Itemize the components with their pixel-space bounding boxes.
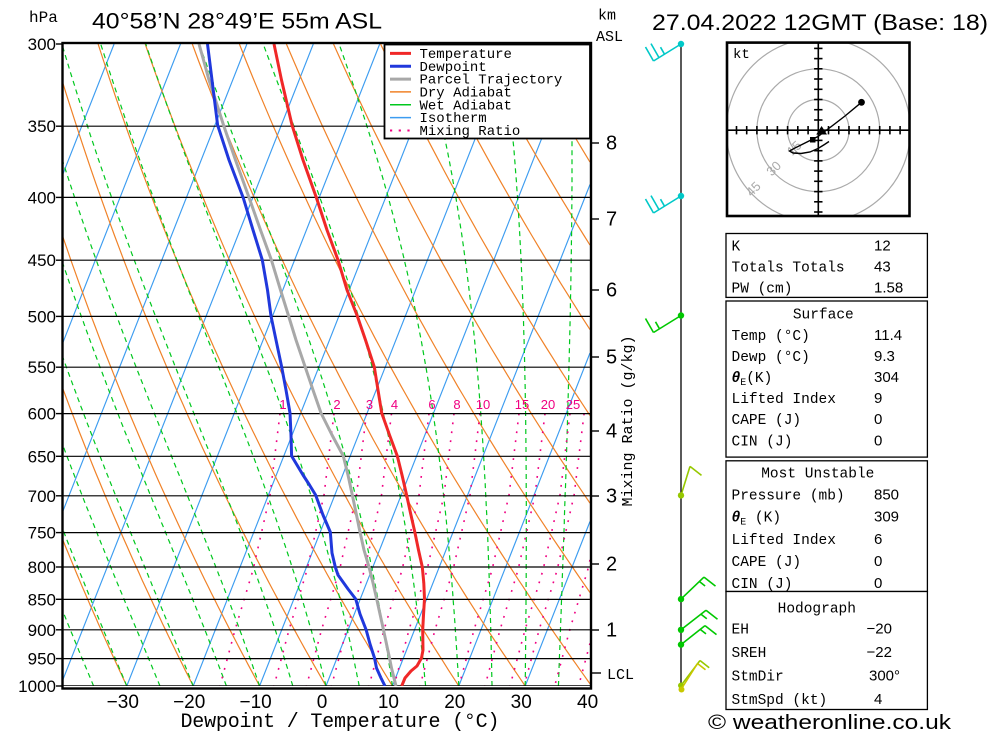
- svg-text:StmDir: StmDir: [732, 670, 784, 686]
- svg-text:300°: 300°: [869, 668, 900, 685]
- svg-text:43: 43: [874, 259, 891, 276]
- svg-text:Dry Adiabat: Dry Adiabat: [420, 86, 512, 102]
- svg-text:4: 4: [874, 691, 882, 708]
- svg-text:CIN (J): CIN (J): [732, 577, 793, 593]
- svg-text:15: 15: [515, 397, 529, 412]
- svg-text:20: 20: [541, 397, 555, 412]
- svg-text:Dewpoint / Temperature (°C): Dewpoint / Temperature (°C): [181, 711, 500, 733]
- svg-text:−20: −20: [867, 621, 892, 638]
- svg-text:3: 3: [366, 397, 373, 412]
- svg-text:304: 304: [874, 369, 899, 386]
- svg-text:20: 20: [444, 692, 465, 713]
- svg-text:EH: EH: [732, 623, 749, 639]
- svg-text:300: 300: [28, 35, 56, 54]
- svg-text:500: 500: [28, 307, 56, 326]
- svg-text:600: 600: [28, 405, 56, 424]
- svg-text:Most Unstable: Most Unstable: [761, 466, 874, 482]
- svg-text:Temp (°C): Temp (°C): [732, 329, 810, 345]
- svg-text:−20: −20: [173, 692, 205, 713]
- svg-text:0: 0: [874, 553, 882, 570]
- svg-text:6: 6: [606, 280, 617, 302]
- svg-text:550: 550: [28, 358, 56, 377]
- svg-text:10: 10: [476, 397, 490, 412]
- svg-text:850: 850: [874, 486, 899, 503]
- svg-text:6: 6: [874, 531, 882, 548]
- svg-text:309: 309: [874, 509, 899, 526]
- svg-text:PW (cm): PW (cm): [732, 282, 793, 298]
- svg-text:800: 800: [28, 558, 56, 577]
- svg-text:6: 6: [428, 397, 435, 412]
- svg-text:CAPE (J): CAPE (J): [732, 555, 802, 571]
- svg-text:Lifted Index: Lifted Index: [732, 392, 837, 408]
- svg-text:9.3: 9.3: [874, 348, 895, 365]
- svg-text:ASL: ASL: [596, 29, 623, 46]
- svg-text:1000: 1000: [18, 677, 56, 696]
- svg-text:km: km: [598, 8, 616, 25]
- svg-text:450: 450: [28, 251, 56, 270]
- svg-text:27.04.2022 12GMT (Base: 18): 27.04.2022 12GMT (Base: 18): [652, 10, 988, 35]
- svg-text:Temperature: Temperature: [420, 47, 512, 63]
- svg-text:700: 700: [28, 487, 56, 506]
- svg-text:CAPE (J): CAPE (J): [732, 413, 802, 429]
- svg-text:StmSpd (kt): StmSpd (kt): [732, 693, 828, 709]
- svg-text:4: 4: [606, 421, 617, 443]
- svg-text:Isotherm: Isotherm: [420, 111, 487, 127]
- svg-text:Dewp (°C): Dewp (°C): [732, 350, 810, 366]
- svg-text:0: 0: [874, 575, 882, 592]
- svg-text:850: 850: [28, 590, 56, 609]
- svg-text:2: 2: [606, 554, 617, 576]
- svg-text:1.58: 1.58: [874, 280, 903, 297]
- svg-text:40: 40: [577, 692, 598, 713]
- svg-text:750: 750: [28, 524, 56, 543]
- svg-text:1: 1: [279, 397, 286, 412]
- svg-text:650: 650: [28, 447, 56, 466]
- svg-text:12: 12: [874, 238, 891, 255]
- svg-text:kt: kt: [733, 47, 750, 63]
- svg-text:9: 9: [874, 390, 882, 407]
- svg-text:CIN (J): CIN (J): [732, 434, 793, 450]
- svg-text:350: 350: [28, 117, 56, 136]
- svg-text:10: 10: [378, 692, 399, 713]
- svg-text:Lifted Index: Lifted Index: [732, 533, 837, 549]
- svg-text:3: 3: [606, 486, 617, 508]
- svg-text:2: 2: [333, 397, 340, 412]
- svg-text:Pressure (mb): Pressure (mb): [732, 488, 845, 504]
- svg-text:−22: −22: [867, 644, 892, 661]
- svg-text:0: 0: [317, 692, 328, 713]
- svg-text:8: 8: [453, 397, 460, 412]
- svg-text:900: 900: [28, 621, 56, 640]
- svg-text:5: 5: [606, 347, 617, 369]
- svg-text:0: 0: [874, 411, 882, 428]
- svg-text:40°58’N 28°49’E 55m ASL: 40°58’N 28°49’E 55m ASL: [92, 9, 382, 34]
- svg-text:Totals Totals: Totals Totals: [732, 261, 845, 277]
- svg-text:Mixing Ratio: Mixing Ratio: [420, 124, 521, 140]
- svg-text:SREH: SREH: [732, 646, 767, 662]
- svg-text:hPa: hPa: [29, 9, 58, 27]
- svg-text:−10: −10: [239, 692, 271, 713]
- svg-text:400: 400: [28, 188, 56, 207]
- svg-text:4: 4: [391, 397, 398, 412]
- svg-text:θE (K): θE (K): [732, 511, 782, 529]
- svg-text:−30: −30: [107, 692, 139, 713]
- svg-text:Surface: Surface: [793, 308, 854, 324]
- svg-text:LCL: LCL: [607, 667, 634, 684]
- svg-text:Parcel Trajectory: Parcel Trajectory: [420, 73, 563, 89]
- svg-text:0: 0: [874, 432, 882, 449]
- svg-text:Hodograph: Hodograph: [778, 601, 856, 617]
- svg-text:K: K: [732, 240, 741, 256]
- svg-text:1: 1: [606, 620, 617, 642]
- svg-text:30: 30: [511, 692, 532, 713]
- svg-text:950: 950: [28, 650, 56, 669]
- svg-text:θE(K): θE(K): [732, 371, 773, 389]
- svg-text:Wet Adiabat: Wet Adiabat: [420, 98, 512, 114]
- svg-text:8: 8: [606, 133, 617, 155]
- svg-text:25: 25: [566, 397, 580, 412]
- svg-text:Dewpoint: Dewpoint: [420, 60, 487, 76]
- svg-text:11.4: 11.4: [874, 327, 902, 344]
- svg-text:Mixing Ratio (g/kg): Mixing Ratio (g/kg): [620, 335, 637, 506]
- svg-text:© weatheronline.co.uk: © weatheronline.co.uk: [708, 712, 952, 733]
- svg-text:7: 7: [606, 209, 617, 231]
